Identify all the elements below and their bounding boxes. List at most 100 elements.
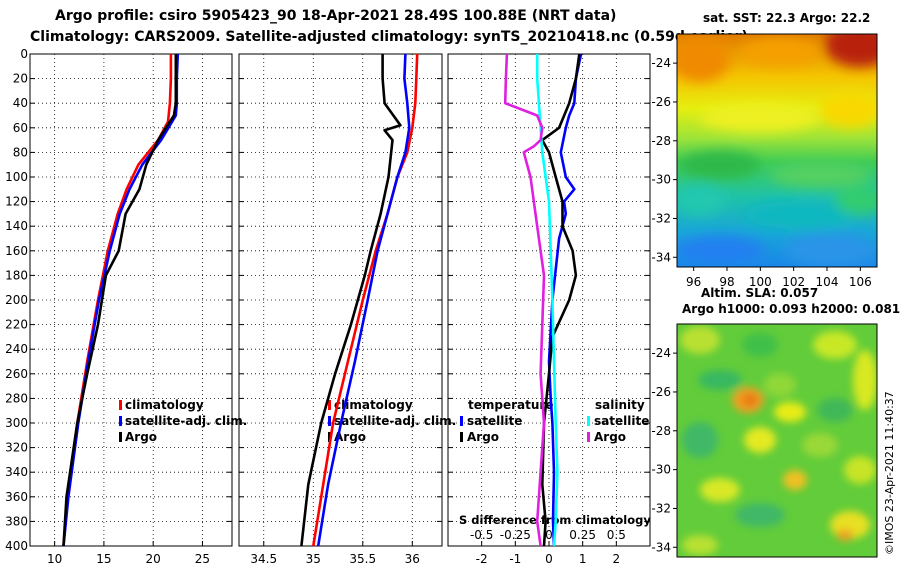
sst-map-axes: -24 -26 -28 -30 -32 -34 96 98 100 102 104 106 (651, 56, 871, 289)
sla-patch (700, 478, 740, 502)
legend-label-argo: Argo (125, 430, 157, 444)
s-difference-tick-label: 0 (545, 528, 553, 542)
series-layer (62, 53, 583, 547)
legend-swatch-satellite-adj (119, 416, 122, 426)
x-tick-label: 34.5 (250, 552, 277, 566)
sst-patch (680, 151, 760, 179)
x-tick-label: 15 (96, 552, 111, 566)
temperature-legend: climatology satellite-adj. clim. Argo (119, 398, 247, 444)
legend-label-temp-satellite: satellite (467, 414, 522, 428)
x-tick-label: 25 (195, 552, 210, 566)
map-y-tick-label: -26 (651, 95, 671, 109)
series-line-salinity-argo (503, 53, 546, 547)
depth-tick-label: 160 (5, 244, 28, 258)
sla-patch (735, 503, 785, 527)
legend-swatch-sal-argo (587, 432, 590, 442)
depth-tick-label: 100 (5, 170, 28, 184)
x-tick-label: -1 (509, 552, 521, 566)
s-difference-tick-label: 0.25 (569, 528, 596, 542)
sla-patch (682, 535, 718, 555)
map-x-tick-label: 96 (686, 275, 701, 289)
map-y-tick-label: -24 (651, 346, 671, 360)
depth-tick-label: 360 (5, 490, 28, 504)
x-tick-label: 10 (47, 552, 62, 566)
sst-patch (835, 185, 877, 215)
legend-heading-temperature: temperature (468, 398, 553, 412)
sla-map-subtitle: Argo h1000: 0.093 h2000: 0.081 (682, 302, 900, 316)
legend-label-climatology: climatology (334, 398, 413, 412)
figure-title-line-2: Climatology: CARS2009. Satellite-adjuste… (30, 29, 748, 45)
legend-label-temp-argo: Argo (467, 430, 499, 444)
temperature-panel: 10 15 20 25 (29, 53, 233, 566)
series-line-argo (62, 54, 178, 547)
series-line-temperature-satellite (547, 53, 583, 547)
s-difference-tick-label: -0.25 (500, 528, 531, 542)
map-y-tick-label: -28 (651, 134, 671, 148)
map-y-tick-label: -28 (651, 424, 671, 438)
map-x-tick-label: 98 (719, 275, 734, 289)
sla-patch (817, 398, 853, 422)
map-y-tick-label: -34 (651, 250, 671, 264)
sst-patch (677, 236, 765, 264)
depth-tick-label: 280 (5, 391, 28, 405)
legend-swatch-argo (328, 432, 331, 442)
sst-patch (825, 34, 877, 67)
x-tick-label: 2 (613, 552, 621, 566)
depth-tick-label: 220 (5, 318, 28, 332)
legend-heading-salinity: salinity (595, 398, 645, 412)
sst-patch (700, 104, 820, 132)
depth-tick-label: 380 (5, 514, 28, 528)
depth-tick-label: 300 (5, 416, 28, 430)
sla-patch (682, 422, 718, 458)
legend-label-sal-argo: Argo (594, 430, 626, 444)
map-y-tick-label: -30 (651, 173, 671, 187)
sst-patch (745, 201, 855, 229)
depth-tick-label: 140 (5, 219, 28, 233)
x-tick-label: 35 (306, 552, 321, 566)
sst-patch (785, 234, 875, 266)
series-line-salinity-satellite (535, 54, 559, 547)
map-x-tick-label: 104 (816, 275, 839, 289)
sla-map-patches (680, 326, 877, 555)
sla-map (677, 324, 877, 557)
difference-temperature-legend: temperature satellite Argo (460, 398, 553, 444)
map-y-tick-label: -24 (651, 56, 671, 70)
sla-patch (742, 333, 778, 357)
depth-tick-label: 200 (5, 293, 28, 307)
sst-patch (770, 163, 870, 187)
sla-map-frame (676, 323, 878, 558)
sla-patch (813, 331, 857, 359)
imos-credit: ©IMOS 23-Apr-2021 11:40:37 (883, 391, 896, 555)
depth-tick-label: 320 (5, 441, 28, 455)
sst-patch (740, 38, 820, 66)
legend-label-satellite-adj: satellite-adj. clim. (125, 414, 247, 428)
s-difference-tick-label: -0.5 (470, 528, 493, 542)
sla-patch (837, 529, 853, 541)
series-line-satellite-adj-clim- (316, 53, 411, 547)
sst-patch (677, 185, 725, 215)
x-tick-label: 0 (545, 552, 553, 566)
depth-tick-label: 260 (5, 367, 28, 381)
sst-map-patches (677, 34, 877, 266)
depth-tick-label: 400 (5, 539, 28, 553)
legend-swatch-climatology (119, 400, 122, 410)
depth-tick-label: 80 (13, 145, 28, 159)
map-y-tick-label: -30 (651, 463, 671, 477)
sst-map-title: sat. SST: 22.3 Argo: 22.2 (703, 11, 870, 25)
difference-panel: -2 -1 0 1 2 (447, 53, 651, 566)
sst-map-frame (676, 33, 878, 268)
difference-salinity-legend: salinity satellite Argo (587, 398, 649, 444)
sla-patch (774, 402, 806, 422)
x-tick-label: -2 (476, 552, 488, 566)
legend-label-sal-satellite: satellite (594, 414, 649, 428)
x-tick-label: 20 (146, 552, 161, 566)
sst-patch (677, 38, 730, 82)
legend-swatch-sal-satellite (587, 416, 590, 426)
series-line-argo (300, 54, 402, 547)
legend-label-argo: Argo (334, 430, 366, 444)
depth-tick-label: 0 (20, 47, 28, 61)
map-x-tick-label: 102 (782, 275, 805, 289)
sla-patch (698, 370, 742, 390)
figure-title-line-1: Argo profile: csiro 5905423_90 18-Apr-20… (55, 8, 616, 24)
